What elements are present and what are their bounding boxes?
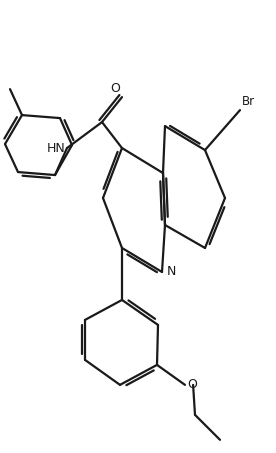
Text: O: O xyxy=(187,378,197,391)
Text: HN: HN xyxy=(46,141,65,154)
Text: O: O xyxy=(110,82,120,95)
Text: N: N xyxy=(167,265,176,279)
Text: Br: Br xyxy=(242,95,255,108)
